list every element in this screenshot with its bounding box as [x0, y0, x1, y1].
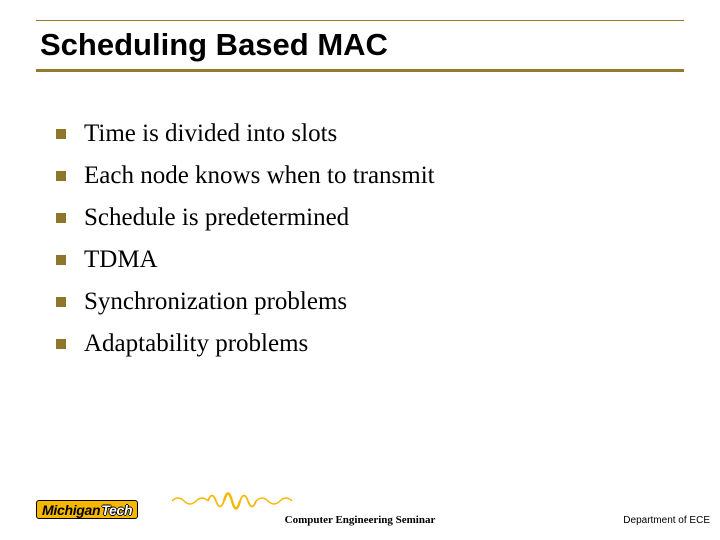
bullet-text: Synchronization problems: [84, 286, 347, 318]
list-item: Time is divided into slots: [56, 118, 680, 150]
bullet-text: Each node knows when to transmit: [84, 160, 435, 192]
footer: Michigan Tech Computer Engineering Semin…: [0, 482, 720, 526]
bullet-icon: [56, 255, 66, 265]
list-item: Synchronization problems: [56, 286, 680, 318]
bullet-icon: [56, 339, 66, 349]
title-bottom-rule: [36, 69, 684, 72]
title-top-rule: [36, 20, 684, 21]
list-item: Adaptability problems: [56, 328, 680, 360]
footer-right-text: Department of ECE: [623, 515, 710, 526]
wave-icon: [172, 486, 292, 516]
list-item: Each node knows when to transmit: [56, 160, 680, 192]
slide-title: Scheduling Based MAC: [40, 27, 684, 63]
bullet-text: Time is divided into slots: [84, 118, 337, 150]
bullet-text: TDMA: [84, 244, 158, 276]
bullet-text: Schedule is predetermined: [84, 202, 349, 234]
bullet-icon: [56, 213, 66, 223]
title-block: Scheduling Based MAC: [36, 20, 684, 72]
slide: Scheduling Based MAC Time is divided int…: [0, 0, 720, 540]
bullet-text: Adaptability problems: [84, 328, 308, 360]
bullet-icon: [56, 129, 66, 139]
bullet-icon: [56, 297, 66, 307]
footer-center-text: Computer Engineering Seminar: [0, 514, 720, 526]
list-item: TDMA: [56, 244, 680, 276]
bullet-icon: [56, 171, 66, 181]
body: Time is divided into slots Each node kno…: [56, 118, 680, 370]
list-item: Schedule is predetermined: [56, 202, 680, 234]
